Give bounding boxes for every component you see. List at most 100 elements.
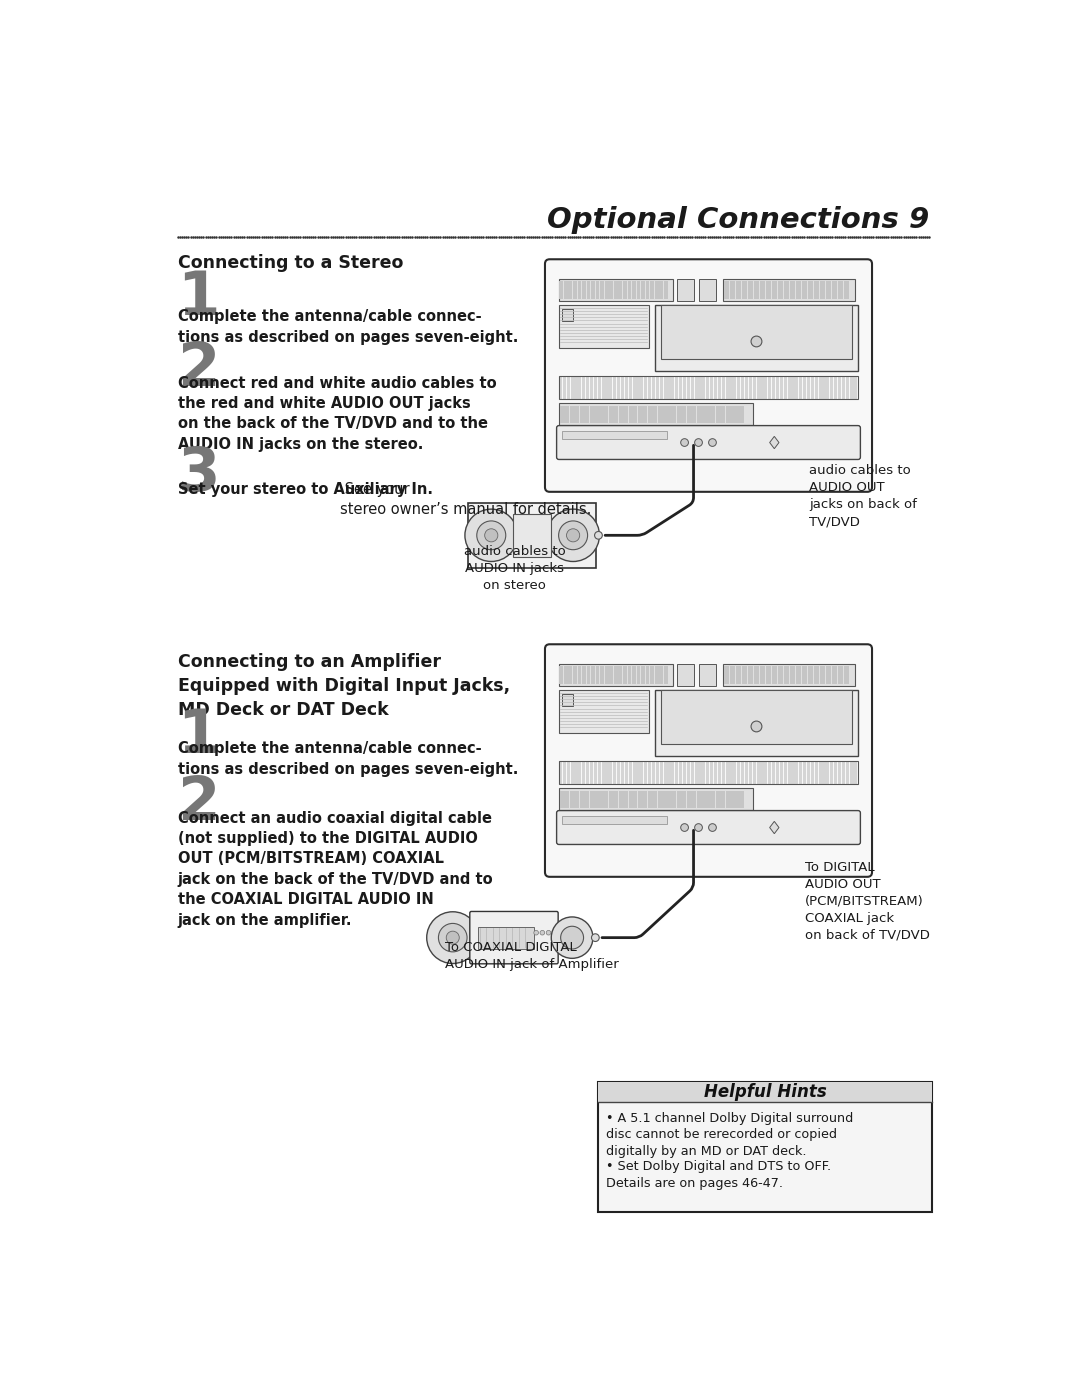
Bar (745, 760, 748, 784)
Bar (834, 760, 837, 784)
Bar (747, 666, 753, 685)
Circle shape (558, 521, 588, 549)
Bar (759, 281, 765, 299)
Bar (735, 405, 744, 422)
Bar (561, 405, 569, 422)
Bar (570, 376, 573, 398)
Circle shape (567, 529, 580, 542)
Bar (677, 665, 694, 686)
Bar (675, 760, 678, 784)
Bar (644, 760, 647, 784)
Bar (760, 376, 764, 398)
Bar (699, 665, 716, 686)
Bar (796, 666, 801, 685)
Bar (621, 760, 624, 784)
Bar (831, 376, 834, 398)
Bar (819, 376, 822, 398)
Bar (699, 279, 716, 300)
Bar (561, 791, 569, 807)
Bar (766, 666, 771, 685)
Bar (661, 690, 852, 743)
Bar (807, 760, 810, 784)
Bar (596, 281, 599, 299)
Bar (562, 694, 572, 705)
Bar (606, 376, 608, 398)
Bar (706, 760, 710, 784)
Bar (559, 788, 754, 810)
Bar (559, 376, 562, 398)
Bar (765, 376, 768, 398)
Text: Connecting to a Stereo: Connecting to a Stereo (177, 254, 403, 272)
Bar (586, 760, 590, 784)
Bar (570, 405, 579, 422)
Bar (814, 760, 818, 784)
Bar (660, 281, 663, 299)
Bar (578, 666, 581, 685)
Bar (748, 376, 752, 398)
Bar (562, 816, 666, 824)
Bar (753, 760, 756, 784)
Bar (564, 281, 568, 299)
Bar (742, 281, 747, 299)
Circle shape (708, 439, 716, 447)
Bar (598, 1083, 932, 1211)
Bar (573, 666, 577, 685)
Bar (808, 666, 813, 685)
Bar (582, 376, 585, 398)
Bar (796, 281, 801, 299)
Bar (600, 281, 604, 299)
Bar (687, 791, 696, 807)
Bar (658, 791, 666, 807)
Bar (721, 760, 725, 784)
Bar (636, 760, 639, 784)
Bar (625, 376, 627, 398)
Circle shape (464, 509, 517, 562)
Bar (697, 791, 705, 807)
Bar (825, 666, 831, 685)
Bar (648, 376, 651, 398)
Bar (801, 666, 807, 685)
Bar (650, 281, 654, 299)
Bar (823, 376, 825, 398)
Text: audio cables to
AUDIO IN jacks
on stereo: audio cables to AUDIO IN jacks on stereo (464, 545, 566, 592)
Polygon shape (770, 821, 779, 834)
Bar (697, 405, 705, 422)
Bar (633, 760, 636, 784)
Bar (772, 376, 775, 398)
Bar (672, 376, 674, 398)
Bar (599, 405, 608, 422)
Circle shape (592, 933, 599, 942)
Bar (804, 760, 806, 784)
Bar (664, 281, 667, 299)
Bar (759, 666, 765, 685)
Bar (586, 281, 591, 299)
Text: 2: 2 (177, 339, 220, 400)
Bar (724, 279, 855, 300)
Bar (683, 760, 686, 784)
Bar (600, 666, 604, 685)
Bar (562, 309, 572, 321)
Bar (596, 666, 599, 685)
Bar (841, 760, 845, 784)
Bar (642, 281, 645, 299)
Circle shape (427, 912, 478, 964)
Bar (621, 376, 624, 398)
Bar (729, 376, 732, 398)
Bar (623, 281, 626, 299)
Circle shape (751, 337, 761, 346)
Bar (609, 376, 612, 398)
Bar (807, 376, 810, 398)
Bar (706, 405, 715, 422)
Bar (605, 281, 608, 299)
Bar (640, 376, 644, 398)
Bar (735, 791, 744, 807)
FancyBboxPatch shape (556, 426, 861, 460)
Bar (724, 665, 855, 686)
Text: • Set Dolby Digital and DTS to OFF.
Details are on pages 46-47.: • Set Dolby Digital and DTS to OFF. Deta… (606, 1160, 832, 1190)
Bar (605, 666, 608, 685)
Bar (617, 376, 620, 398)
Bar (792, 376, 795, 398)
Bar (609, 666, 613, 685)
Bar (619, 281, 622, 299)
Bar (843, 281, 849, 299)
